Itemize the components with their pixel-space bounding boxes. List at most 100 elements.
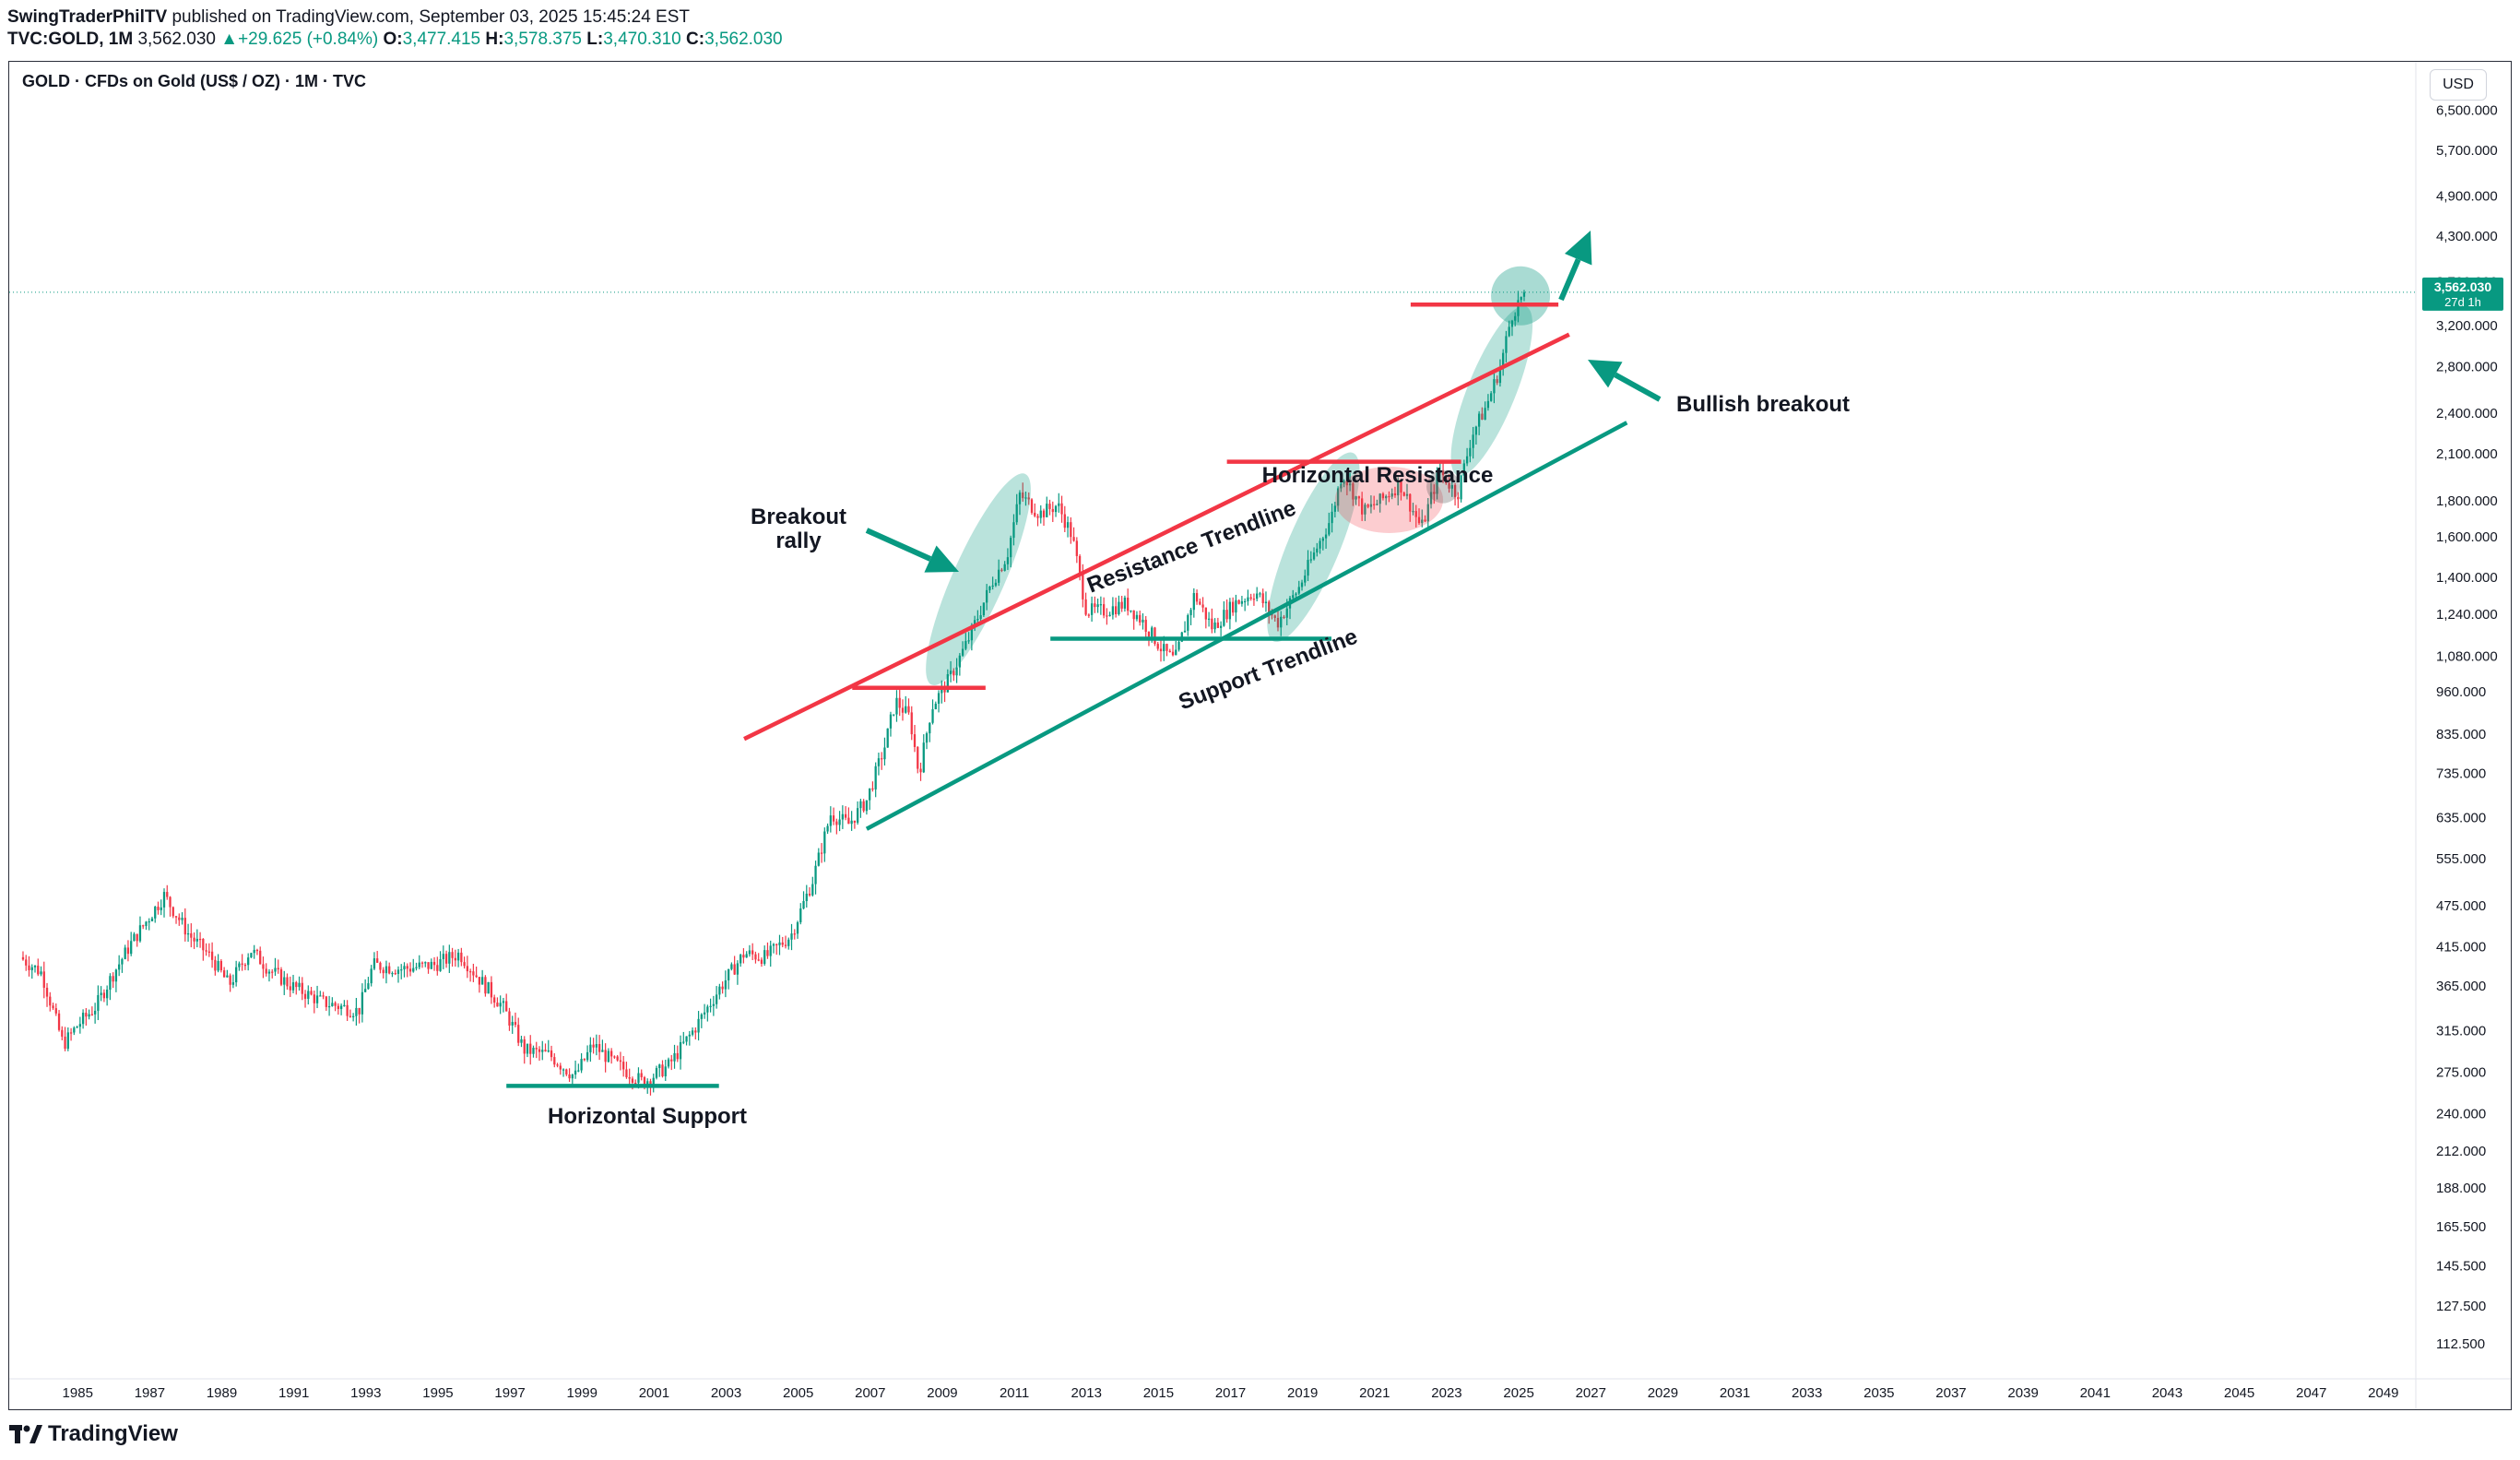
candle-body — [1102, 604, 1106, 616]
candle-body — [454, 957, 456, 961]
candle-up — [1240, 596, 1244, 607]
candle-up — [511, 1015, 514, 1034]
candle-down — [90, 1006, 94, 1016]
candle-body — [829, 815, 832, 826]
x-tick-label: 2029 — [1648, 1385, 1678, 1401]
candle-body — [310, 991, 313, 995]
candle-down — [1060, 495, 1063, 523]
x-tick-label: 1989 — [207, 1385, 237, 1401]
x-tick-label: 1995 — [422, 1385, 453, 1401]
candle-body — [118, 964, 121, 970]
candle-body — [222, 970, 226, 978]
candle-down — [1094, 596, 1096, 613]
candle-up — [994, 578, 998, 588]
candle-body — [1042, 510, 1046, 517]
candle-body — [961, 648, 964, 656]
candle-body — [994, 582, 998, 586]
candle-body — [1159, 648, 1163, 652]
currency-button[interactable]: USD — [2430, 69, 2487, 101]
candle-down — [583, 1058, 586, 1062]
candle-down — [1273, 614, 1276, 623]
candle-body — [295, 982, 298, 988]
author-name[interactable]: SwingTraderPhilTV — [7, 7, 168, 27]
x-tick-label: 1991 — [278, 1385, 309, 1401]
candle-down — [406, 963, 408, 978]
candle-down — [508, 1007, 511, 1031]
candle-body — [697, 1018, 700, 1033]
candle-down — [349, 1009, 352, 1018]
candle-up — [763, 945, 766, 967]
candle-body — [1219, 625, 1223, 628]
candle-down — [1402, 491, 1405, 497]
candle-up — [700, 1013, 703, 1028]
candle-body — [907, 706, 910, 713]
candle-body — [487, 981, 490, 994]
candle-body — [463, 962, 466, 967]
candle-body — [628, 1076, 631, 1079]
candle-down — [61, 1026, 64, 1041]
candle-down — [346, 1000, 349, 1021]
candle-down — [136, 933, 138, 947]
candle-up — [1514, 312, 1517, 326]
candle-body — [610, 1050, 613, 1057]
candle-body — [112, 976, 114, 982]
candle-body — [291, 982, 295, 991]
candle-body — [619, 1060, 622, 1062]
candle-body — [1348, 483, 1352, 486]
candle-body — [1039, 510, 1042, 518]
candle-body — [25, 959, 28, 966]
candle-up — [991, 576, 994, 590]
candle-body — [661, 1064, 664, 1077]
candle-down — [490, 976, 493, 1004]
candle-body — [162, 892, 166, 908]
candle-body — [1256, 593, 1259, 599]
candle-body — [334, 1003, 337, 1006]
candle-up — [850, 811, 853, 831]
candle-body — [1192, 593, 1195, 611]
candle-up — [526, 1043, 529, 1058]
candle-body — [93, 1010, 97, 1015]
candle-up — [691, 1027, 694, 1037]
candle-up — [1493, 373, 1496, 404]
candle-body — [955, 667, 958, 676]
candle-down — [334, 1001, 337, 1012]
rally-zone-2009 — [926, 473, 1031, 685]
candle-down — [295, 980, 298, 995]
candle-body — [172, 907, 174, 917]
candle-down — [1441, 463, 1445, 483]
candle-body — [430, 961, 432, 969]
candle-up — [235, 960, 238, 987]
candle-body — [634, 1082, 637, 1085]
candle-body — [1118, 601, 1120, 615]
candle-body — [219, 960, 223, 971]
candle-body — [57, 1013, 61, 1030]
candle-up — [736, 960, 739, 985]
candle-body — [1154, 627, 1156, 645]
candle-down — [166, 884, 169, 900]
candle-up — [886, 728, 889, 748]
candle-down — [757, 953, 760, 962]
brand-logo[interactable]: TradingView — [9, 1421, 178, 1447]
candle-body — [406, 966, 408, 969]
candle-down — [625, 1062, 628, 1079]
candle-up — [331, 997, 334, 1007]
candle-body — [820, 852, 823, 854]
candle-down — [766, 942, 769, 959]
candle-up — [160, 899, 162, 916]
candle-body — [1010, 538, 1012, 558]
candle-down — [21, 951, 25, 961]
candle-body — [45, 987, 49, 997]
candle-up — [148, 918, 150, 931]
candle-up — [430, 958, 432, 969]
candle-body — [832, 815, 835, 822]
candle-up — [133, 932, 136, 942]
candle-up — [1280, 611, 1283, 636]
candle-body — [796, 922, 799, 934]
candle-down — [57, 1010, 61, 1032]
candle-down — [496, 997, 499, 1007]
candle-body — [226, 975, 229, 978]
candle-body — [1111, 606, 1115, 615]
candle-body — [1498, 367, 1502, 384]
high-value: 3,578.375 — [503, 30, 582, 49]
